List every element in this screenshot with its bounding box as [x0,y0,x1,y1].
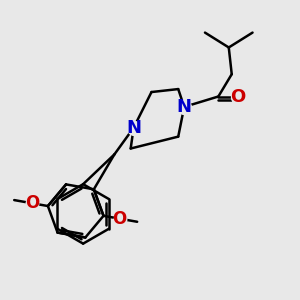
Text: O: O [25,194,39,212]
Text: N: N [126,119,141,137]
Text: O: O [230,88,245,106]
Text: N: N [177,98,192,116]
Text: O: O [112,210,127,228]
